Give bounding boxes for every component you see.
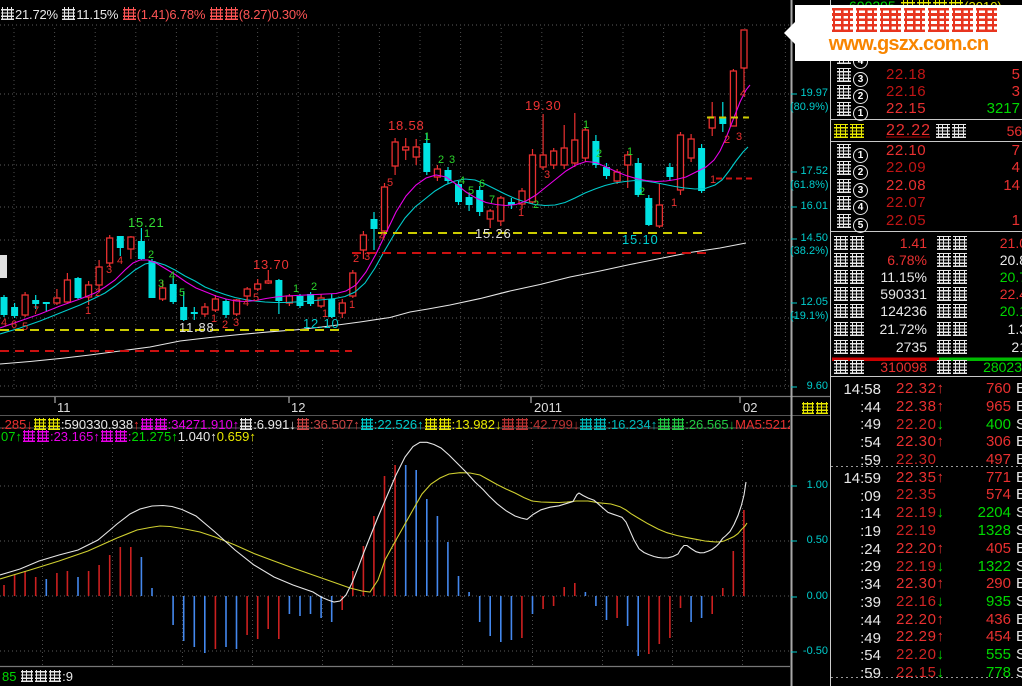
svg-text:4: 4 <box>1 317 7 329</box>
svg-text:6: 6 <box>479 178 485 190</box>
svg-text:2: 2 <box>639 186 645 198</box>
svg-text:5: 5 <box>387 177 393 189</box>
svg-text:2: 2 <box>353 253 359 265</box>
svg-text:18.58: 18.58 <box>388 118 425 133</box>
svg-text:1: 1 <box>671 197 677 209</box>
svg-text:1: 1 <box>293 283 299 295</box>
svg-text:11.88: 11.88 <box>179 320 215 335</box>
svg-text:13.70: 13.70 <box>253 257 290 272</box>
svg-text:1: 1 <box>322 308 328 320</box>
svg-text:5: 5 <box>179 287 185 299</box>
svg-text:2: 2 <box>596 148 602 160</box>
svg-text:4: 4 <box>169 270 175 282</box>
svg-text:2: 2 <box>438 154 444 166</box>
svg-text:5: 5 <box>468 185 474 197</box>
svg-text:2: 2 <box>222 319 228 331</box>
svg-text:4: 4 <box>243 297 249 309</box>
svg-text:3: 3 <box>736 131 742 143</box>
svg-text:12.10: 12.10 <box>303 316 340 331</box>
svg-text:5: 5 <box>253 292 259 304</box>
svg-text:3: 3 <box>233 317 239 329</box>
svg-text:1: 1 <box>710 174 716 186</box>
svg-text:2: 2 <box>533 199 539 211</box>
svg-text:1: 1 <box>518 207 524 219</box>
svg-text:7: 7 <box>489 194 495 206</box>
svg-text:3: 3 <box>158 278 164 290</box>
svg-text:1: 1 <box>144 228 150 240</box>
svg-text:15.21: 15.21 <box>128 215 165 230</box>
svg-text:1: 1 <box>85 305 91 317</box>
svg-text:7: 7 <box>33 305 39 317</box>
svg-text:2: 2 <box>148 249 154 261</box>
svg-text:15.10: 15.10 <box>622 232 659 247</box>
svg-text:4: 4 <box>740 88 746 100</box>
svg-text:15.26: 15.26 <box>475 226 512 241</box>
svg-text:2: 2 <box>95 287 101 299</box>
svg-text:1: 1 <box>583 119 589 131</box>
svg-text:1: 1 <box>627 146 633 158</box>
svg-text:6: 6 <box>11 319 17 331</box>
svg-text:19.30: 19.30 <box>525 98 562 113</box>
svg-text:3: 3 <box>364 251 370 263</box>
svg-text:2: 2 <box>311 281 317 293</box>
svg-text:3: 3 <box>449 154 455 166</box>
svg-text:4: 4 <box>379 231 385 243</box>
svg-text:3: 3 <box>544 169 550 181</box>
svg-text:5: 5 <box>22 321 28 333</box>
svg-text:4: 4 <box>117 255 123 267</box>
svg-text:1: 1 <box>211 313 217 325</box>
svg-text:1: 1 <box>349 299 355 311</box>
svg-text:3: 3 <box>106 264 112 276</box>
svg-text:2: 2 <box>724 134 730 146</box>
svg-text:1: 1 <box>424 131 430 143</box>
svg-text:4: 4 <box>459 175 465 187</box>
